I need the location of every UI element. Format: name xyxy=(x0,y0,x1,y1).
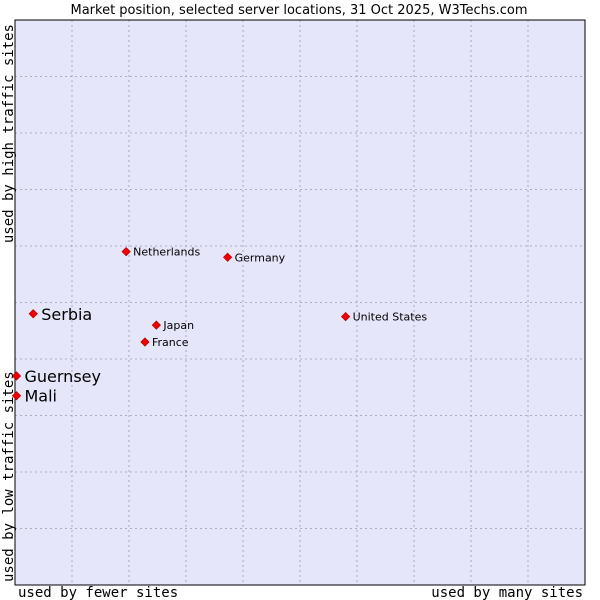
point-marker xyxy=(151,320,161,330)
point-marker xyxy=(11,371,22,381)
point-united-states: United States xyxy=(340,311,428,324)
point-germany: Germany xyxy=(222,251,286,264)
point-marker xyxy=(11,391,22,401)
y-axis-label-top: used by high traffic sites xyxy=(1,24,17,243)
point-marker xyxy=(140,337,150,347)
grid-lines xyxy=(15,20,585,585)
point-mali: Mali xyxy=(11,387,58,406)
point-serbia: Serbia xyxy=(28,305,92,324)
point-label: Guernsey xyxy=(25,367,101,386)
point-marker xyxy=(222,252,233,262)
point-guernsey: Guernsey xyxy=(11,367,101,386)
point-label: Mali xyxy=(25,387,58,406)
point-label: Japan xyxy=(162,319,194,332)
point-netherlands: Netherlands xyxy=(121,246,200,259)
chart-title: Market position, selected server locatio… xyxy=(70,3,527,18)
point-marker xyxy=(28,309,38,319)
data-points: Netherlands Germany Serbia Japan United Stat… xyxy=(11,246,428,406)
point-label: France xyxy=(152,336,189,349)
x-axis-label-left: used by fewer sites xyxy=(18,585,178,600)
y-axis-label-bottom: used by low traffic sites xyxy=(1,371,17,582)
point-label: Serbia xyxy=(41,305,92,324)
point-france: France xyxy=(140,336,189,349)
x-axis-label-right: used by many sites xyxy=(431,585,583,600)
point-label: Germany xyxy=(235,251,286,264)
point-label: Netherlands xyxy=(133,246,200,259)
point-marker xyxy=(340,312,351,322)
point-label: United States xyxy=(353,311,428,324)
plot-border xyxy=(14,19,586,586)
point-japan: Japan xyxy=(151,319,194,332)
point-marker xyxy=(121,247,131,257)
